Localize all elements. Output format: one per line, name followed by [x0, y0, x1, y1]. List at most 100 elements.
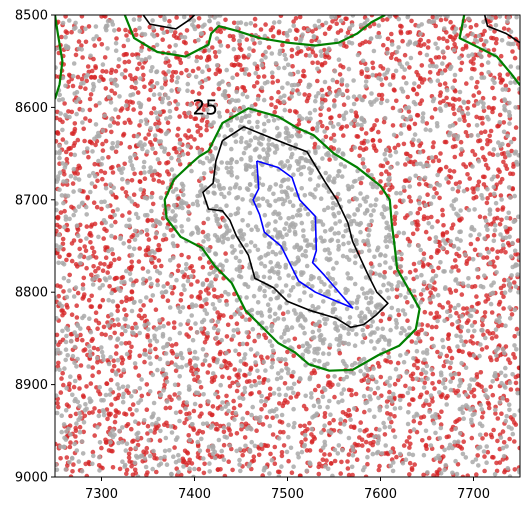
data-point-gray — [493, 407, 498, 413]
data-point-gray — [271, 20, 277, 25]
data-point-gray — [462, 252, 468, 257]
data-point-red — [510, 171, 516, 177]
data-point-gray — [363, 275, 369, 280]
data-point-red — [363, 131, 369, 136]
data-point-gray — [248, 155, 253, 160]
data-point-gray — [276, 436, 282, 441]
data-point-red — [481, 255, 486, 260]
data-point-red — [395, 360, 401, 366]
data-point-red — [451, 106, 456, 111]
data-point-red — [345, 459, 350, 464]
data-point-red — [198, 289, 203, 295]
data-point-gray — [249, 427, 254, 432]
data-point-gray — [120, 384, 126, 390]
data-point-red — [293, 27, 299, 33]
data-point-gray — [80, 107, 85, 113]
data-point-gray — [336, 230, 341, 236]
data-point-red — [410, 371, 416, 377]
data-point-red — [471, 189, 476, 195]
data-point-gray — [285, 158, 291, 164]
data-point-red — [298, 473, 303, 477]
data-point-gray — [72, 330, 77, 335]
data-point-gray — [360, 157, 366, 162]
data-point-gray — [510, 431, 516, 437]
data-point-red — [223, 359, 229, 365]
data-point-gray — [229, 146, 234, 152]
data-point-red — [172, 445, 177, 450]
data-point-gray — [305, 342, 310, 347]
data-point-red — [403, 162, 408, 167]
data-point-gray — [453, 458, 458, 464]
data-point-red — [476, 90, 482, 95]
data-point-red — [433, 23, 439, 29]
data-point-red — [202, 340, 208, 345]
data-point-red — [82, 347, 88, 352]
data-point-red — [452, 41, 457, 47]
data-point-red — [114, 195, 119, 200]
data-point-red — [419, 327, 425, 333]
data-point-gray — [373, 202, 378, 208]
data-point-gray — [261, 467, 267, 473]
data-point-red — [504, 398, 510, 403]
data-point-red — [154, 456, 159, 461]
data-point-gray — [115, 317, 120, 322]
data-point-red — [150, 201, 156, 207]
data-point-red — [55, 130, 60, 135]
data-point-gray — [414, 274, 420, 280]
data-point-gray — [364, 194, 370, 200]
data-point-gray — [479, 407, 485, 412]
data-point-red — [80, 296, 85, 301]
data-point-red — [131, 233, 136, 238]
data-point-gray — [72, 360, 77, 366]
data-point-gray — [416, 138, 422, 143]
data-point-gray — [253, 360, 258, 365]
data-point-gray — [494, 318, 500, 323]
data-point-gray — [55, 347, 61, 353]
data-point-gray — [381, 420, 386, 426]
data-point-red — [380, 66, 386, 71]
data-point-gray — [231, 46, 237, 52]
data-point-gray — [286, 273, 291, 278]
data-point-red — [485, 138, 490, 143]
data-point-red — [105, 270, 110, 275]
data-point-red — [142, 313, 147, 319]
data-point-gray — [198, 176, 204, 181]
data-point-red — [165, 169, 170, 174]
data-point-gray — [391, 391, 396, 397]
data-point-gray — [497, 399, 503, 405]
data-point-gray — [274, 413, 280, 419]
data-point-red — [499, 411, 504, 417]
data-point-gray — [120, 399, 126, 405]
data-point-red — [261, 74, 267, 79]
data-point-gray — [119, 170, 124, 175]
data-point-gray — [409, 304, 415, 309]
data-point-gray — [157, 318, 162, 323]
data-point-gray — [188, 274, 194, 279]
data-point-gray — [257, 380, 262, 386]
data-point-gray — [272, 209, 278, 215]
data-point-red — [246, 72, 252, 77]
data-point-gray — [430, 276, 436, 281]
data-point-gray — [250, 326, 256, 332]
data-point-gray — [500, 445, 506, 451]
data-point-red — [337, 113, 342, 119]
data-point-gray — [452, 371, 458, 377]
data-point-red — [135, 90, 141, 95]
data-point-gray — [61, 444, 67, 450]
data-point-gray — [507, 288, 513, 293]
data-point-gray — [280, 85, 285, 91]
data-point-red — [513, 380, 519, 386]
data-point-gray — [58, 444, 63, 450]
data-point-gray — [295, 451, 301, 457]
data-point-red — [449, 427, 455, 432]
data-point-red — [85, 64, 91, 69]
data-point-red — [338, 471, 344, 476]
data-point-gray — [138, 76, 143, 81]
data-point-red — [195, 129, 201, 134]
data-point-gray — [265, 199, 270, 204]
data-point-gray — [431, 194, 437, 200]
data-point-red — [438, 166, 444, 172]
data-point-gray — [271, 289, 277, 295]
data-point-gray — [306, 242, 311, 247]
data-point-red — [288, 395, 294, 400]
